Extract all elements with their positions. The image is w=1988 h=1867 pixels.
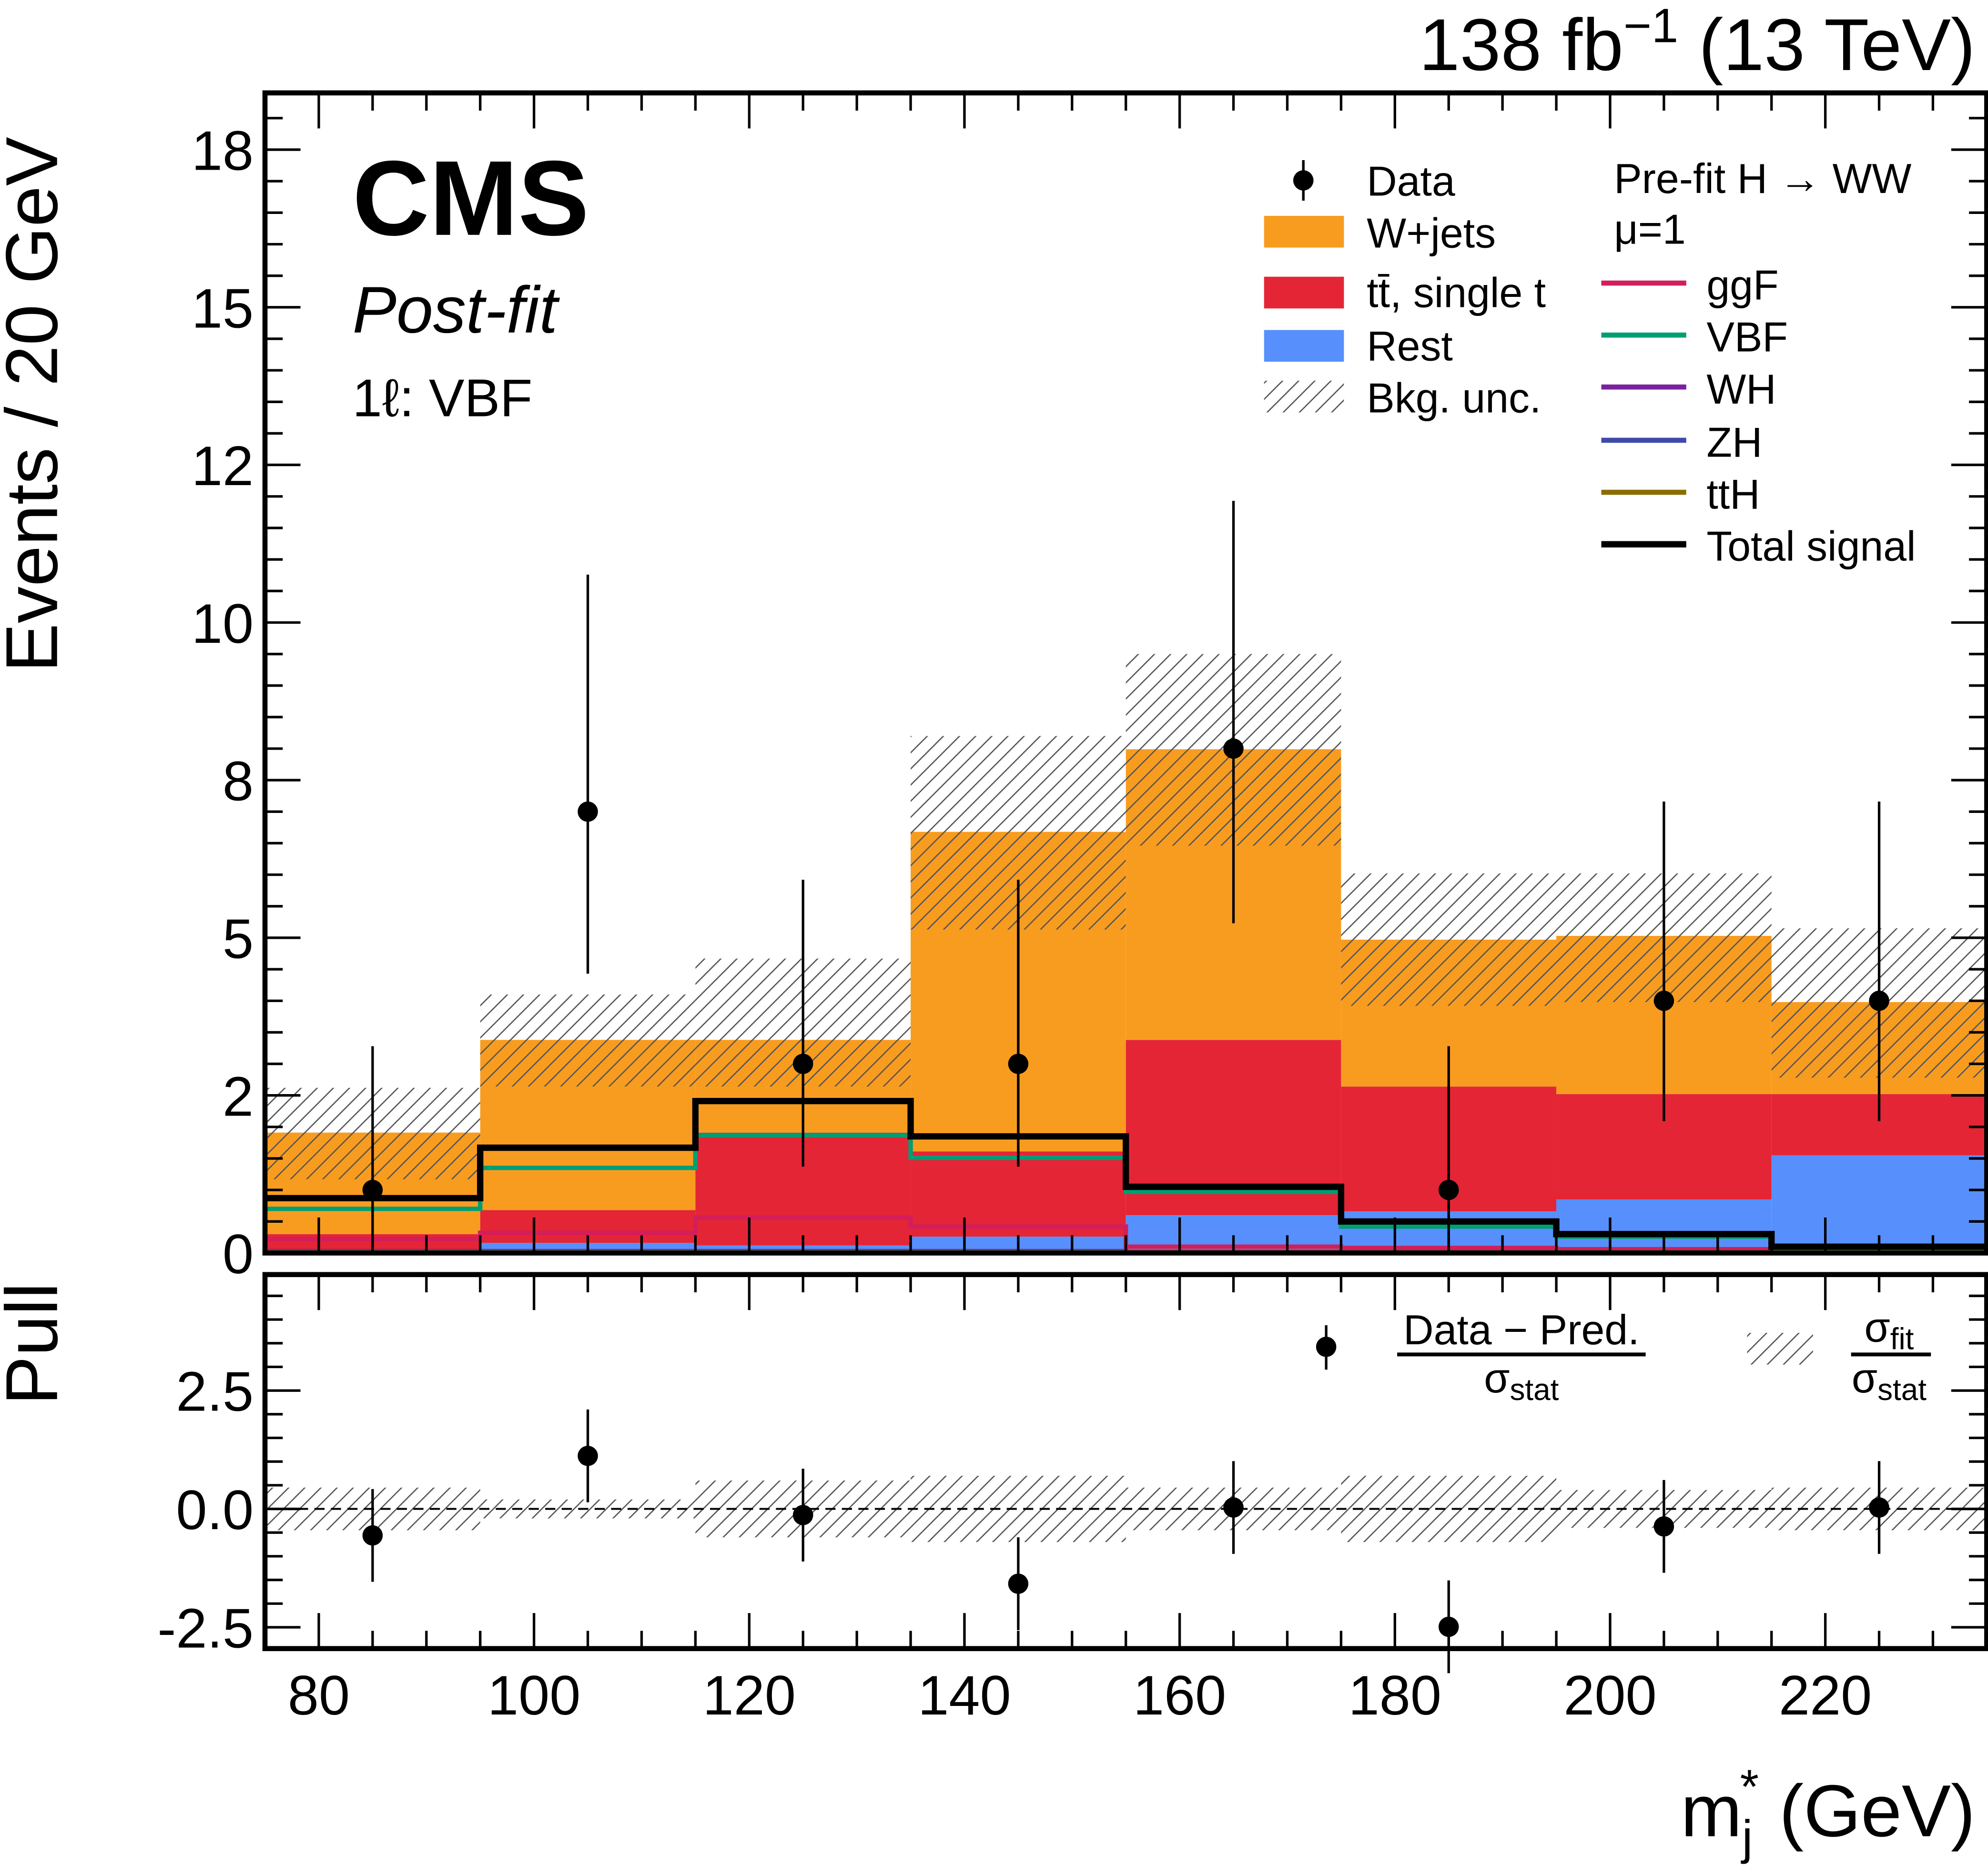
legend-total-signal: Total signal: [1601, 523, 1916, 570]
svg-text:σfit: σfit: [1865, 1304, 1914, 1356]
x-tick-label: 160: [1133, 1664, 1226, 1726]
svg-text:σstat: σstat: [1852, 1355, 1927, 1407]
data-point: [578, 802, 598, 822]
legend-zh: ZH: [1601, 419, 1762, 466]
svg-text:Data − Pred.: Data − Pred.: [1403, 1307, 1639, 1353]
y-tick-label: 15: [192, 277, 254, 339]
data-point: [792, 1054, 813, 1074]
legend-signal-mu: μ=1: [1614, 206, 1686, 253]
pull-point: [1438, 1616, 1459, 1637]
pull-point: [578, 1445, 598, 1466]
x-axis-title: mj* (GeV): [1681, 1760, 1975, 1864]
pull-y-tick-label: 2.5: [176, 1360, 254, 1423]
axes: 80 100 120 140 160 180 200 220 0 2 5 8 10 12 15 18 -2.5 0…: [157, 90, 1988, 1726]
data-point: [1653, 990, 1674, 1011]
x-tick-label: 180: [1349, 1664, 1441, 1726]
y-tick-label: 5: [223, 908, 254, 970]
svg-text:Bkg. unc.: Bkg. unc.: [1367, 375, 1541, 421]
x-tick-label: 220: [1779, 1664, 1872, 1726]
svg-text:Rest: Rest: [1367, 323, 1453, 369]
bkg-unc-band: [480, 994, 696, 1087]
legend-signal-header: Pre-fit H → WW: [1614, 155, 1911, 202]
svg-text:Data: Data: [1367, 158, 1455, 204]
svg-text:Total signal: Total signal: [1706, 523, 1916, 570]
y-tick-label: 18: [192, 120, 254, 182]
data-point: [1869, 990, 1889, 1011]
legend-wh: WH: [1601, 366, 1776, 413]
svg-text:W+jets: W+jets: [1367, 210, 1496, 257]
category-label: 1ℓ: VBF: [353, 368, 533, 427]
pull-legend: Data − Pred. σstat σfit σstat: [1316, 1304, 1931, 1407]
pull-legend-marker: [1316, 1337, 1337, 1357]
bkg-unc-band: [1341, 873, 1557, 1006]
signal-line-totalsignal: [265, 1097, 1987, 1250]
x-tick-label: 100: [487, 1664, 580, 1726]
y-tick-label: 10: [192, 592, 254, 655]
legend-ggf: ggF: [1601, 262, 1779, 309]
pull-y-tick-label: -2.5: [157, 1597, 254, 1660]
data-point: [1008, 1054, 1029, 1074]
y-tick-label: 8: [223, 750, 254, 812]
pull-point: [792, 1505, 813, 1525]
svg-text:ZH: ZH: [1706, 419, 1762, 466]
post-fit-label: Post-fit: [353, 274, 560, 347]
lumi-label: 138 fb−1 (13 TeV): [1419, 0, 1976, 86]
x-tick-label: 80: [288, 1664, 350, 1726]
data-point: [362, 1179, 383, 1200]
pull-point: [1869, 1497, 1889, 1518]
svg-text:tt̄, single t: tt̄, single t: [1367, 270, 1546, 316]
y-axis-title: Events / 20 GeV: [0, 137, 73, 672]
y-tick-label: 0: [223, 1223, 254, 1285]
pull-point: [1008, 1573, 1029, 1594]
legend-tth: ttH: [1601, 471, 1760, 518]
legend-wjets: W+jets: [1264, 210, 1496, 257]
legend-data: Data: [1293, 158, 1455, 204]
pull-point: [1223, 1497, 1244, 1518]
main-plot-area: [265, 501, 1987, 1255]
pull-y-tick-label: 0.0: [176, 1479, 254, 1541]
svg-text:σstat: σstat: [1484, 1355, 1559, 1407]
pull-plot-area: [265, 1409, 1987, 1674]
svg-text:ggF: ggF: [1706, 262, 1778, 309]
legend-vbf: VBF: [1601, 314, 1788, 361]
pull-axis-title: Pull: [0, 1282, 73, 1405]
cms-label: CMS: [353, 139, 589, 258]
svg-text:WH: WH: [1706, 366, 1776, 413]
data-point: [1438, 1179, 1459, 1200]
x-tick-label: 140: [918, 1664, 1011, 1726]
pull-legend-band: [1747, 1333, 1813, 1365]
pull-point: [1653, 1516, 1674, 1537]
legend-rest: Rest: [1264, 323, 1453, 369]
pull-frame: [262, 1272, 1988, 1651]
x-tick-label: 200: [1563, 1664, 1656, 1726]
svg-text:ttH: ttH: [1706, 471, 1760, 518]
svg-text:VBF: VBF: [1706, 314, 1788, 361]
legend-ttbar: tt̄, single t: [1264, 270, 1546, 316]
y-tick-label: 2: [223, 1065, 254, 1127]
y-tick-label: 12: [192, 435, 254, 497]
x-tick-label: 120: [703, 1664, 796, 1726]
legend: Data W+jets tt̄, single t Rest Bkg. unc.…: [1264, 155, 1916, 570]
data-point: [1223, 738, 1244, 759]
pull-point: [362, 1525, 383, 1546]
legend-bkg-unc: Bkg. unc.: [1264, 375, 1541, 421]
